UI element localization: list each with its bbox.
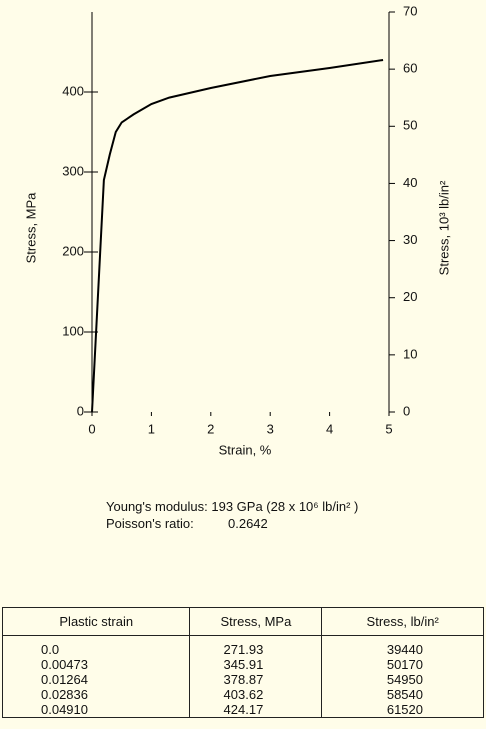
column-header: Plastic strain bbox=[1, 607, 191, 636]
stress-strain-curve bbox=[91, 59, 384, 413]
table-cell: 271.93 bbox=[189, 635, 323, 657]
table-cell: 345.91 bbox=[189, 657, 323, 672]
table-row: 0.0 271.93 39440 bbox=[1, 635, 484, 657]
table-cell: 0.01264 bbox=[1, 672, 191, 687]
data-table: Plastic strain Stress, MPa Stress, lb/in² … bbox=[1, 607, 484, 718]
x-tick-label: 2 bbox=[207, 421, 214, 436]
y2-tick-label: 10 bbox=[403, 346, 417, 361]
table-cell: 58540 bbox=[321, 687, 484, 702]
y-tick-label: 400 bbox=[62, 83, 84, 98]
y2-tick-label: 50 bbox=[403, 118, 417, 133]
table-cell: 39440 bbox=[321, 635, 484, 657]
y-tick-label: 300 bbox=[62, 163, 84, 178]
youngs-value: 193 GPa (28 x 10⁶ lb/in² ) bbox=[211, 499, 359, 514]
x-tick-label: 1 bbox=[148, 421, 155, 436]
y2-tick-label: 70 bbox=[403, 3, 417, 18]
y-tick-label: 100 bbox=[62, 323, 84, 338]
y2-tick-label: 30 bbox=[403, 232, 417, 247]
properties: Young's modulus: 193 GPa (28 x 10⁶ lb/in… bbox=[106, 498, 358, 532]
y2-tick-label: 20 bbox=[403, 289, 417, 304]
poisson-label: Poisson's ratio: bbox=[106, 516, 194, 531]
y-tick-label: 0 bbox=[77, 403, 84, 418]
table-cell: 0.0 bbox=[1, 635, 191, 657]
y2-tick-label: 0 bbox=[403, 403, 410, 418]
y2-tick-label: 40 bbox=[403, 175, 417, 190]
table-header: Plastic strain Stress, MPa Stress, lb/in² bbox=[1, 607, 484, 636]
table-cell: 378.87 bbox=[189, 672, 323, 687]
y-tick-label: 200 bbox=[62, 243, 84, 258]
x-tick-label: 5 bbox=[385, 421, 392, 436]
y2-axis-label: Stress, 10³ lb/in² bbox=[436, 180, 451, 275]
table-cell: 0.04910 bbox=[1, 702, 191, 718]
column-header: Stress, MPa bbox=[189, 607, 323, 636]
column-header: Stress, lb/in² bbox=[321, 607, 484, 636]
table-cell: 424.17 bbox=[189, 702, 323, 718]
table-cell: 0.02836 bbox=[1, 687, 191, 702]
y-axis-label: Stress, MPa bbox=[23, 192, 38, 264]
table-cell: 50170 bbox=[321, 657, 484, 672]
poisson-value: 0.2642 bbox=[228, 516, 268, 531]
x-tick-label: 0 bbox=[88, 421, 95, 436]
y2-tick-label: 60 bbox=[403, 61, 417, 76]
table-row: 0.00473 345.91 50170 bbox=[1, 657, 484, 672]
table-row: 0.02836 403.62 58540 bbox=[1, 687, 484, 702]
x-tick-label: 4 bbox=[326, 421, 333, 436]
x-axis-label: Strain, % bbox=[219, 442, 272, 457]
table-cell: 61520 bbox=[321, 702, 484, 718]
chart: Strain, % Stress, MPa Stress, 10³ lb/in²… bbox=[23, 3, 451, 457]
youngs-label: Young's modulus: bbox=[106, 499, 208, 514]
x-tick-label: 3 bbox=[267, 421, 274, 436]
table-cell: 54950 bbox=[321, 672, 484, 687]
table-cell: 403.62 bbox=[189, 687, 323, 702]
table-row: 0.01264 378.87 54950 bbox=[1, 672, 484, 687]
table-body: 0.0 271.93 39440 0.00473 345.91 50170 0.01264 3… bbox=[1, 635, 484, 718]
table-row: 0.04910 424.17 61520 bbox=[1, 702, 484, 718]
table-cell: 0.00473 bbox=[1, 657, 191, 672]
